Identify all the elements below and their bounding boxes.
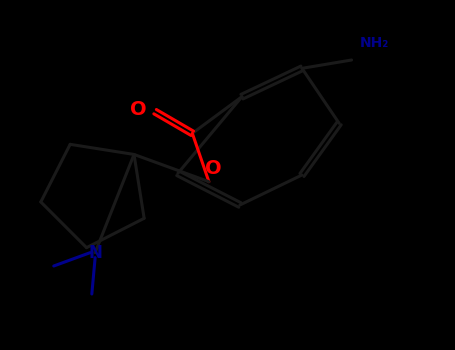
Text: NH₂: NH₂	[360, 36, 389, 50]
Text: N: N	[88, 244, 102, 262]
Text: O: O	[205, 159, 221, 178]
Text: O: O	[131, 100, 147, 119]
